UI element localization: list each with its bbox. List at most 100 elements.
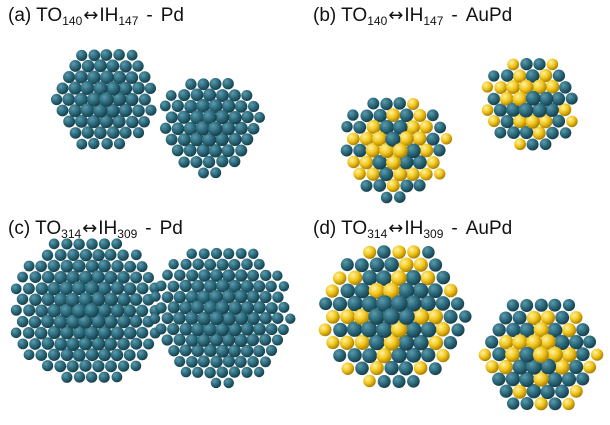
left-structure-name: TO (341, 218, 368, 239)
pd-atom (487, 92, 501, 106)
pd-atom (210, 355, 223, 368)
au-atom (413, 257, 428, 272)
panel-b-caption: (b) TO140↔IH147- AuPd (313, 6, 512, 27)
pd-atom (73, 238, 85, 250)
pd-atom (111, 238, 123, 250)
au-atom (386, 108, 401, 122)
pd-atom (228, 89, 241, 102)
pd-atom (221, 144, 235, 158)
pd-atom (78, 292, 93, 307)
pd-atom (390, 295, 408, 312)
pd-atom (203, 88, 217, 102)
pd-atom (105, 103, 120, 118)
pd-atom (111, 371, 123, 383)
pd-atom (216, 258, 229, 271)
pd-atom (210, 167, 222, 179)
pd-atom (459, 310, 472, 323)
pd-atom (98, 348, 112, 362)
pd-atom (112, 70, 127, 85)
pd-atom (214, 132, 229, 147)
panel-d-render (318, 245, 604, 411)
pd-atom (103, 337, 118, 351)
pd-atom (519, 322, 535, 338)
au-atom (519, 79, 534, 95)
pd-atom (221, 99, 236, 113)
pd-atom (149, 313, 161, 324)
pd-atom (138, 93, 151, 106)
pd-atom (559, 127, 572, 139)
pd-atom (62, 93, 76, 106)
pd-atom (126, 49, 138, 61)
pd-atom (215, 110, 230, 125)
pd-atom (223, 248, 235, 260)
pd-atom (161, 291, 174, 303)
pd-atom (93, 103, 108, 118)
pd-atom (197, 355, 210, 368)
pd-atom (539, 138, 552, 151)
pd-atom (35, 304, 49, 318)
pd-atom (209, 311, 224, 326)
pd-atom (84, 281, 99, 296)
pd-atom (576, 372, 590, 386)
pd-atom (234, 100, 248, 113)
pd-atom (353, 143, 367, 158)
pd-atom (197, 333, 211, 347)
pd-atom (253, 345, 266, 358)
pd-atom (272, 291, 284, 303)
pd-atom (111, 260, 124, 273)
pd-atom (54, 337, 68, 351)
pd-atom (203, 344, 217, 357)
pd-atom (91, 314, 106, 329)
au-atom (347, 270, 363, 285)
atom-cluster-left (50, 49, 157, 150)
pd-atom (197, 78, 210, 91)
pd-atom (428, 362, 442, 376)
pd-atom (216, 366, 229, 378)
pd-atom (222, 77, 234, 90)
au-atom (359, 131, 374, 146)
pd-atom (69, 59, 82, 72)
au-atom (485, 360, 499, 374)
pd-atom (506, 102, 521, 117)
pd-atom (122, 304, 137, 318)
pd-atom (398, 282, 415, 299)
pd-atom (67, 248, 80, 262)
pd-atom (443, 336, 458, 350)
pd-atom (61, 238, 73, 250)
pd-atom (130, 249, 142, 261)
pd-atom (546, 126, 559, 140)
pd-atom (254, 112, 265, 123)
au-atom (481, 81, 494, 93)
pd-atom (271, 334, 284, 346)
transition-arrow: ↔ (82, 218, 98, 239)
pd-atom (54, 271, 68, 285)
pd-atom (110, 303, 125, 318)
pd-atom (385, 131, 401, 147)
pd-atom (228, 110, 242, 125)
pd-atom (110, 281, 125, 295)
pd-atom (382, 308, 400, 325)
pd-atom (216, 279, 230, 293)
au-atom (443, 283, 458, 298)
au-atom (398, 131, 414, 147)
au-atom (392, 143, 408, 159)
au-atom (538, 114, 553, 129)
pd-atom (185, 333, 199, 347)
pd-atom (398, 334, 415, 351)
pd-atom (252, 301, 266, 314)
au-atom (533, 322, 549, 338)
pd-atom (184, 99, 198, 114)
pd-atom (119, 60, 132, 73)
pd-atom (208, 144, 223, 158)
pd-atom (421, 347, 436, 363)
pd-atom (253, 280, 266, 293)
pd-atom (41, 249, 54, 261)
pd-atom (168, 259, 179, 270)
pd-atom (16, 293, 29, 305)
pd-atom (360, 179, 373, 192)
pd-atom (10, 283, 22, 295)
pd-atom (412, 155, 427, 170)
pd-atom (167, 323, 180, 336)
pd-atom (165, 90, 177, 101)
au-atom (405, 167, 420, 182)
